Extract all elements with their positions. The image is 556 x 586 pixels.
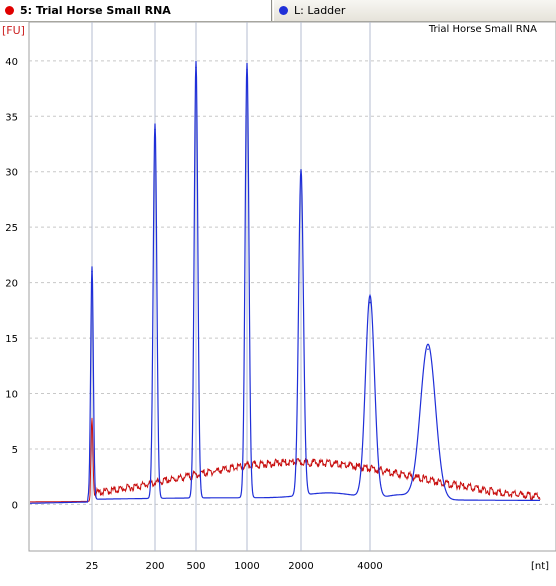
sample-color-dot-icon — [5, 6, 14, 15]
ladder-peak-point — [154, 128, 156, 131]
ladder-trace-line — [30, 60, 540, 504]
x-tick-label: 4000 — [357, 561, 382, 572]
electropherogram-chart: 0 5 10 15 20 25 30 35 40 25 200 500 1000 2000 4000 [FU… — [0, 22, 556, 586]
plot-area — [28, 22, 556, 552]
ladder-peak-point — [246, 68, 248, 71]
sample-trace-line — [30, 417, 541, 503]
ladder-peak-point — [195, 66, 197, 69]
y-tick-label: 35 — [5, 112, 18, 123]
y-tick-label: 0 — [12, 500, 18, 511]
ladder-color-dot-icon — [279, 6, 288, 15]
ladder-peak-point — [91, 270, 93, 273]
tab-bar: 5: Trial Horse Small RNA L: Ladder — [0, 0, 556, 22]
y-tick-label: 40 — [5, 57, 18, 68]
x-tick-label: 1000 — [234, 561, 259, 572]
x-tick-label: 200 — [145, 561, 164, 572]
y-tick-label: 20 — [5, 279, 18, 290]
y-axis-label: [FU] — [2, 24, 25, 37]
ladder-peak-point — [300, 177, 302, 180]
y-tick-label: 5 — [12, 445, 18, 456]
ladder-peak-point — [369, 301, 371, 304]
tab-sample-5-label: 5: Trial Horse Small RNA — [20, 4, 171, 17]
x-tick-label: 2000 — [288, 561, 313, 572]
y-tick-label: 30 — [5, 168, 18, 179]
y-tick-label: 10 — [5, 390, 18, 401]
tab-ladder[interactable]: L: Ladder — [273, 0, 556, 21]
chart-title: Trial Horse Small RNA — [428, 24, 537, 35]
electropherogram-svg: 0 5 10 15 20 25 30 35 40 25 200 500 1000 2000 4000 [FU… — [2, 22, 556, 572]
tab-sample-5[interactable]: 5: Trial Horse Small RNA — [0, 0, 272, 21]
x-axis-label: [nt] — [531, 561, 549, 572]
y-tick-label: 15 — [5, 334, 18, 345]
y-tick-label: 25 — [5, 223, 18, 234]
sample-peak-point — [91, 428, 93, 430]
tab-ladder-label: L: Ladder — [294, 4, 346, 17]
ladder-peak-point — [427, 348, 429, 350]
x-tick-label: 500 — [186, 561, 205, 572]
x-tick-label: 25 — [86, 561, 99, 572]
